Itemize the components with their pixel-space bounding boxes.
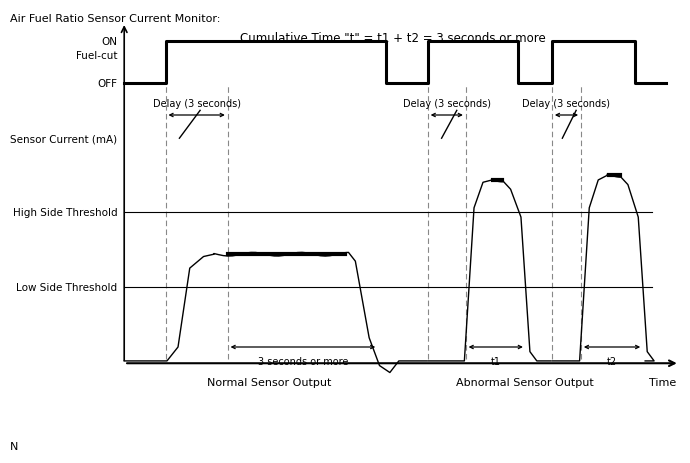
Text: Delay (3 seconds): Delay (3 seconds) xyxy=(522,99,611,109)
Text: t1: t1 xyxy=(491,357,501,367)
Text: Low Side Threshold: Low Side Threshold xyxy=(16,282,117,292)
Text: Abnormal Sensor Output: Abnormal Sensor Output xyxy=(455,377,593,388)
Text: Sensor Current (mA): Sensor Current (mA) xyxy=(10,134,117,144)
Text: Time: Time xyxy=(649,377,676,388)
Text: Fuel-cut: Fuel-cut xyxy=(76,50,117,61)
Text: Delay (3 seconds): Delay (3 seconds) xyxy=(152,99,241,109)
Text: Delay (3 seconds): Delay (3 seconds) xyxy=(403,99,491,109)
Text: ON: ON xyxy=(101,37,117,47)
Text: 3 seconds or more: 3 seconds or more xyxy=(258,357,348,367)
Text: Air Fuel Ratio Sensor Current Monitor:: Air Fuel Ratio Sensor Current Monitor: xyxy=(10,14,221,24)
Text: High Side Threshold: High Side Threshold xyxy=(12,208,117,218)
Text: Cumulative Time "t" = t1 + t2 = 3 seconds or more: Cumulative Time "t" = t1 + t2 = 3 second… xyxy=(240,32,546,45)
Text: t2: t2 xyxy=(607,357,617,367)
Text: OFF: OFF xyxy=(97,78,117,88)
Text: N: N xyxy=(10,441,19,451)
Text: Normal Sensor Output: Normal Sensor Output xyxy=(207,377,331,388)
